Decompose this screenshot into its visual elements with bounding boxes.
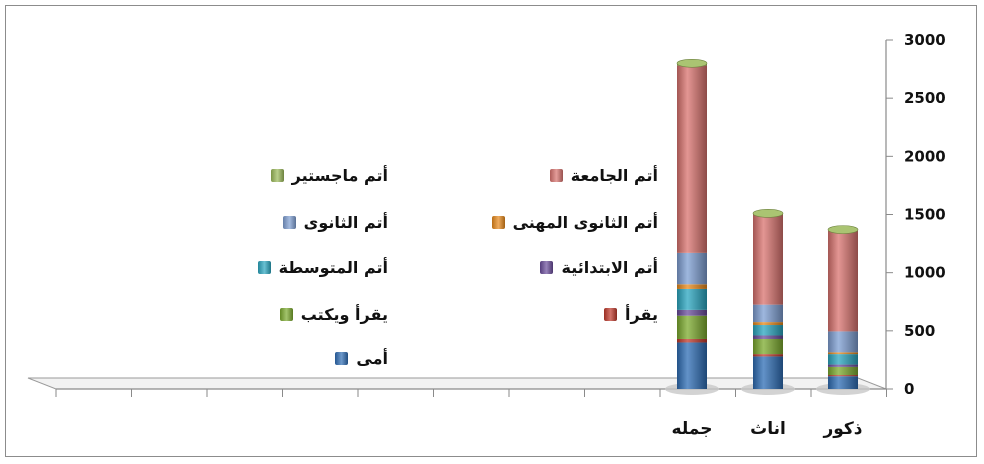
- legend-swatch: [335, 352, 349, 365]
- legend-label: أتم المتوسطة: [278, 258, 388, 277]
- legend-swatch: [257, 261, 271, 274]
- legend-label: أمى: [356, 349, 388, 368]
- legend-item: أتم الجامعة: [549, 166, 658, 185]
- bar-segment: [828, 331, 858, 353]
- legend-label: يقرأ ويكتب: [300, 305, 388, 324]
- bar-segment: [753, 304, 783, 323]
- legend-swatch: [270, 169, 284, 182]
- legend-item: أتم الثانوى المهنى: [491, 213, 658, 232]
- bar-segment: [828, 364, 858, 367]
- bar-segment: [753, 322, 783, 326]
- column-top-cap: [752, 209, 784, 218]
- column-top-cap: [827, 225, 859, 234]
- y-tick-label: 3000: [904, 31, 946, 49]
- column-top-cap: [676, 58, 708, 68]
- y-tick-label: 2500: [904, 89, 946, 107]
- legend-swatch: [491, 216, 505, 229]
- stacked-column: [816, 225, 870, 395]
- legend-item: أتم الابتدائية: [540, 258, 658, 277]
- bar-segment: [753, 338, 783, 355]
- bar-segment: [828, 366, 858, 376]
- legend-label: أتم الجامعة: [570, 166, 658, 185]
- bar-segment: [828, 376, 858, 389]
- legend-item: يقرأ: [604, 305, 658, 324]
- bar-segment: [753, 335, 783, 339]
- bar-segment: [828, 230, 858, 332]
- stacked-column: [665, 58, 719, 395]
- legend-label: أتم الثانوى: [303, 213, 388, 232]
- bar-segment: [828, 352, 858, 355]
- y-tick-label: 2000: [904, 147, 946, 165]
- stacked-column-chart: 0 500 1000 2500 3000 1500 2000 جمله اناث ذكور: [27, 31, 946, 439]
- legend-label: أتم الثانوى المهنى: [512, 213, 658, 232]
- y-tick-label: 1500: [904, 206, 946, 224]
- bar-segment: [677, 315, 707, 339]
- legend-swatch: [279, 308, 293, 321]
- legend-item: يقرأ ويكتب: [279, 305, 388, 324]
- legend-label: أتم ماجستير: [291, 166, 388, 185]
- bar-segment: [753, 214, 783, 305]
- legend-item: أتم المتوسطة: [257, 258, 388, 277]
- legend-swatch: [540, 261, 554, 274]
- y-tick-label: 500: [904, 322, 935, 340]
- bar-segment: [677, 309, 707, 316]
- bar-segment: [677, 65, 707, 253]
- legend-label: يقرأ: [625, 305, 658, 324]
- bar-segment: [677, 342, 707, 389]
- legend-swatch: [604, 308, 618, 321]
- bar-segment: [677, 252, 707, 285]
- y-tick-label: 0: [904, 380, 914, 398]
- legend-label: أتم الابتدائية: [561, 258, 658, 277]
- category-label: جمله: [672, 419, 713, 439]
- bar-segment: [677, 288, 707, 310]
- bar-segment: [753, 325, 783, 336]
- chart-frame: 0 500 1000 2500 3000 1500 2000 جمله اناث ذكور أتم…: [5, 5, 977, 457]
- bar-segment: [677, 338, 707, 343]
- legend-swatch: [282, 216, 296, 229]
- category-label: ذكور: [822, 419, 862, 439]
- category-label: اناث: [750, 419, 786, 439]
- legend-item: أمى: [335, 349, 388, 368]
- legend-item: أتم الثانوى: [282, 213, 388, 232]
- bar-segment: [828, 354, 858, 365]
- y-tick-label: 1000: [904, 264, 946, 282]
- bar-segment: [828, 375, 858, 377]
- bar-segment: [677, 284, 707, 289]
- legend-swatch: [549, 169, 563, 182]
- bar-segment: [753, 356, 783, 389]
- stacked-column: [741, 209, 795, 395]
- bar-segment: [753, 354, 783, 357]
- legend-item: أتم ماجستير: [270, 166, 388, 185]
